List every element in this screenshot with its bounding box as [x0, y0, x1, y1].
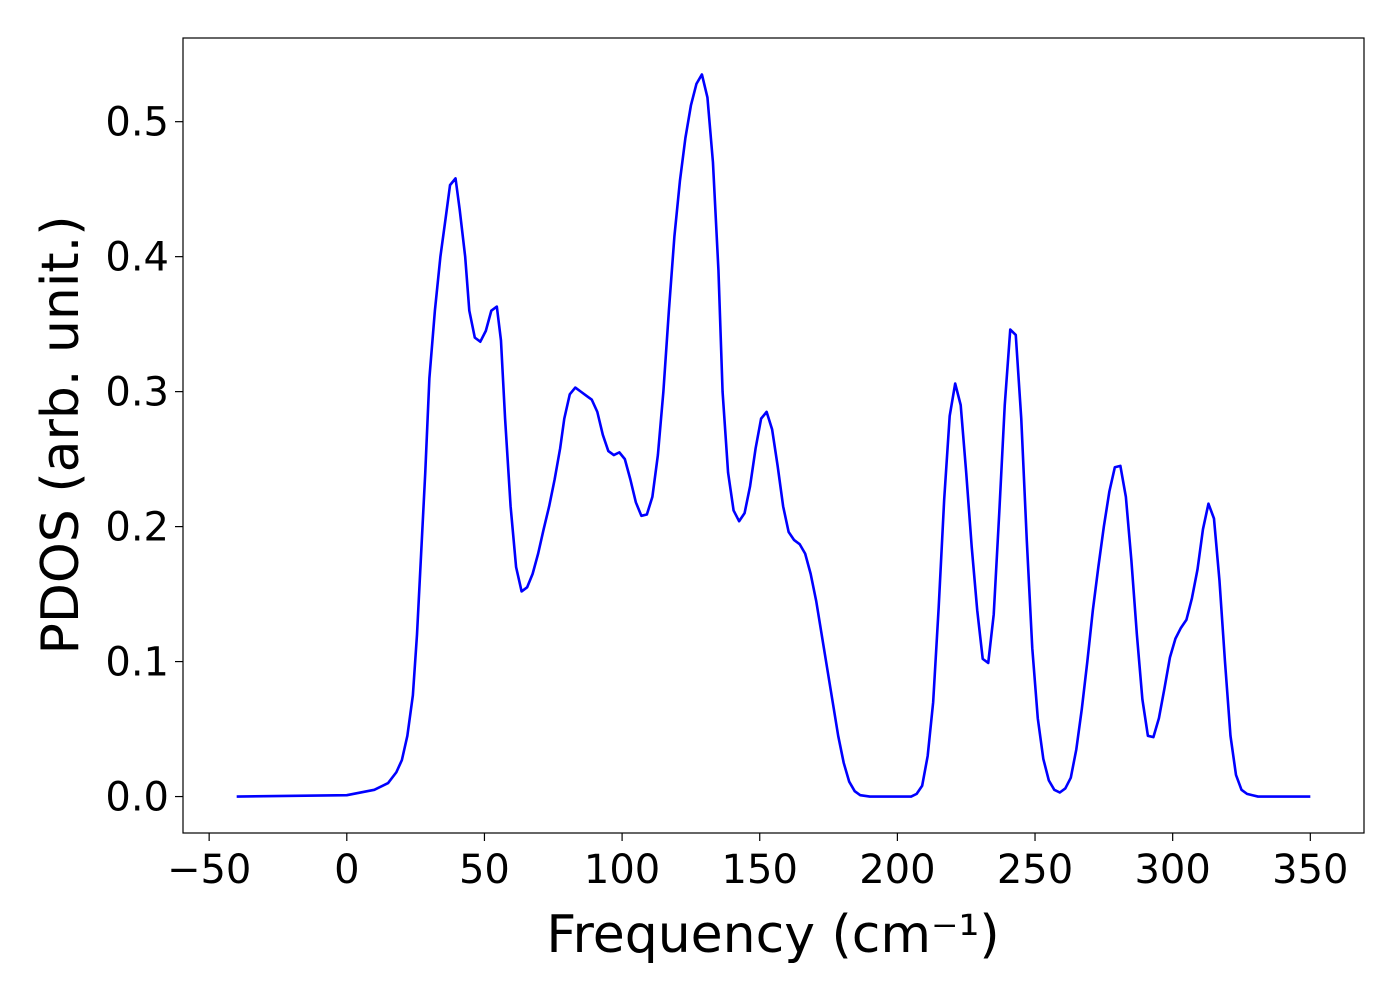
data-line [236, 73, 1311, 798]
plot-frame [182, 37, 1365, 834]
y-tick-label: 0.3 [105, 370, 169, 416]
y-tick-label: 0.0 [105, 775, 169, 821]
x-tick-label: 100 [584, 847, 660, 893]
y-tick-label: 0.2 [105, 505, 169, 551]
x-tick-label: 0 [334, 847, 359, 893]
y-tick-label: 0.4 [105, 235, 169, 281]
y-tick-label: 0.1 [105, 640, 169, 686]
x-tick-label: −50 [167, 847, 251, 893]
x-tick-label: 300 [1134, 847, 1210, 893]
x-tick-label: 350 [1272, 847, 1348, 893]
y-axis-label: PDOS (arb. unit.) [31, 215, 91, 654]
x-tick-label: 150 [722, 847, 798, 893]
y-tick-label: 0.5 [105, 100, 169, 146]
x-tick-label: 250 [997, 847, 1073, 893]
x-tick-label: 50 [459, 847, 510, 893]
x-tick-label: 200 [859, 847, 935, 893]
x-axis-label: Frequency (cm⁻¹) [546, 905, 999, 965]
